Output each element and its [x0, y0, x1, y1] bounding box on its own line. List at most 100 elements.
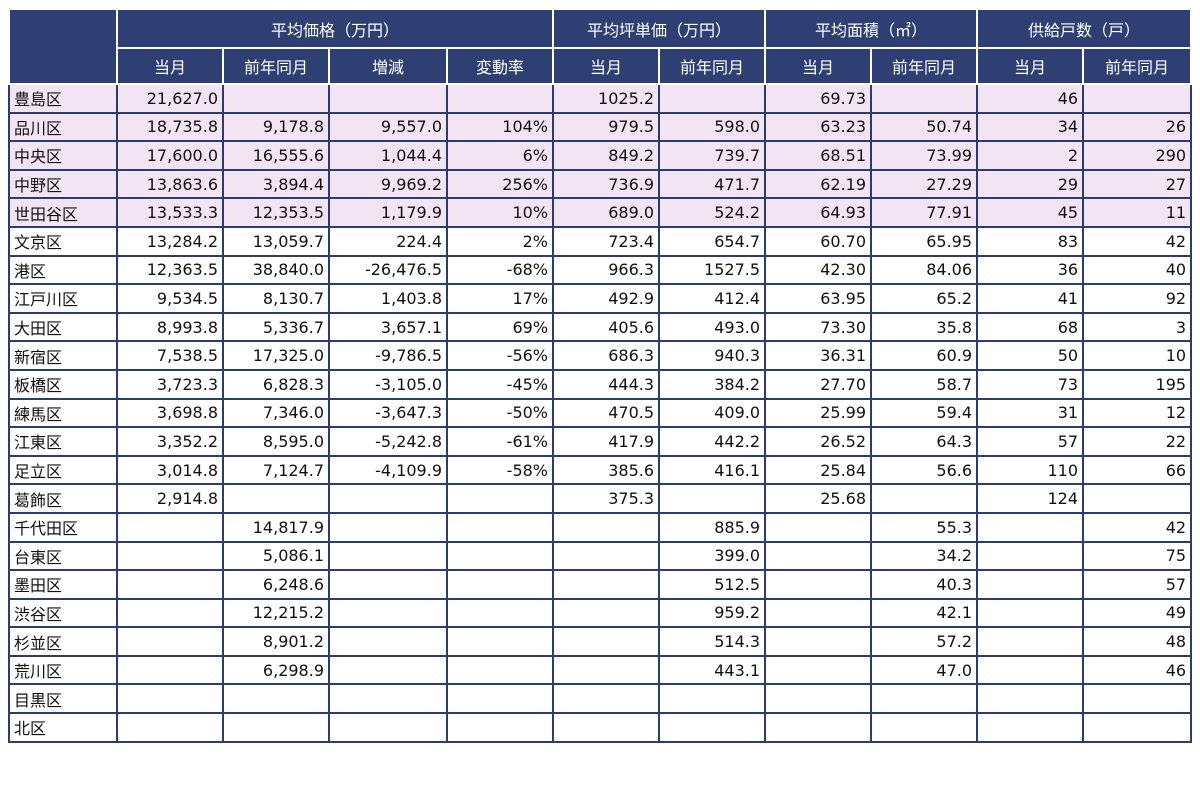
value-cell: 444.3: [552, 368, 661, 400]
table-row: 北区: [8, 712, 1193, 743]
ward-name: 新宿区: [8, 340, 118, 371]
subheader: 当月: [764, 47, 873, 85]
value-cell: 492.9: [552, 283, 661, 314]
table-row: 品川区 18,735.8 9,178.8 9,557.0 104% 979.5 598.0 6…: [8, 111, 1193, 143]
value-cell: 10%: [445, 197, 555, 228]
ward-name: 中野区: [8, 168, 118, 200]
value-cell: 57.2: [870, 626, 979, 657]
value-cell: 654.7: [658, 225, 767, 257]
value-cell: 36: [976, 254, 1085, 286]
value-cell: 27.29: [870, 168, 979, 200]
value-cell: 443.1: [658, 654, 767, 686]
value-cell: 27.70: [764, 368, 873, 400]
table-row: 墨田区 6,248.6 512.5 40.3 57: [8, 569, 1193, 600]
value-cell: 26.52: [764, 426, 873, 457]
value-cell: 13,863.6: [116, 168, 224, 200]
value-cell: 1025.2: [552, 83, 661, 114]
ward-name: 荒川区: [8, 654, 118, 686]
value-cell: -50%: [445, 397, 555, 429]
value-cell: 524.2: [658, 197, 767, 228]
value-cell: [445, 569, 555, 600]
value-cell: 7,346.0: [222, 397, 330, 429]
value-cell: [1082, 83, 1193, 114]
table-row: 練馬区 3,698.8 7,346.0 -3,647.3 -50% 470.5 409.0 2…: [8, 397, 1193, 429]
value-cell: 57: [976, 426, 1085, 457]
value-cell: 27: [1082, 168, 1193, 200]
value-cell: 2%: [445, 225, 555, 257]
value-cell: 104%: [445, 111, 555, 143]
value-cell: 3,657.1: [328, 311, 448, 343]
value-cell: 73: [976, 368, 1085, 400]
value-cell: 514.3: [658, 626, 767, 657]
value-cell: 598.0: [658, 111, 767, 143]
value-cell: 64.3: [870, 426, 979, 457]
value-cell: 739.7: [658, 140, 767, 171]
value-cell: 5,336.7: [222, 311, 330, 343]
table-row: 千代田区 14,817.9 885.9 55.3 42: [8, 511, 1193, 543]
corner-cell: [8, 8, 118, 85]
table-header: 平均価格（万円） 平均坪単価（万円） 平均面積（㎡） 供給戸数（戸） 当月 前年同…: [8, 8, 1193, 85]
value-cell: 35.8: [870, 311, 979, 343]
value-cell: [116, 597, 224, 629]
ward-name: 台東区: [8, 540, 118, 572]
value-cell: 3,014.8: [116, 454, 224, 486]
value-cell: 224.4: [328, 225, 448, 257]
value-cell: [222, 712, 330, 743]
ward-name: 渋谷区: [8, 597, 118, 629]
value-cell: -61%: [445, 426, 555, 457]
value-cell: 7,538.5: [116, 340, 224, 371]
ward-name: 港区: [8, 254, 118, 286]
value-cell: [445, 712, 555, 743]
value-cell: [976, 540, 1085, 572]
value-cell: [764, 511, 873, 543]
value-cell: 58.7: [870, 368, 979, 400]
value-cell: 405.6: [552, 311, 661, 343]
value-cell: [445, 683, 555, 715]
subheader: 増減: [328, 47, 448, 85]
value-cell: 689.0: [552, 197, 661, 228]
ward-name: 板橋区: [8, 368, 118, 400]
value-cell: [328, 540, 448, 572]
value-cell: 12,353.5: [222, 197, 330, 228]
value-cell: 25.99: [764, 397, 873, 429]
value-cell: 41: [976, 283, 1085, 314]
value-cell: [552, 540, 661, 572]
value-cell: -5,242.8: [328, 426, 448, 457]
value-cell: 17,325.0: [222, 340, 330, 371]
subheader-row: 当月 前年同月 増減 変動率 当月 前年同月 当月 前年同月 当月 前年同月: [9, 47, 1193, 85]
value-cell: [552, 654, 661, 686]
value-cell: 966.3: [552, 254, 661, 286]
value-cell: 55.3: [870, 511, 979, 543]
group-header: 平均坪単価（万円）: [552, 8, 767, 49]
value-cell: 8,130.7: [222, 283, 330, 314]
value-cell: [1082, 683, 1193, 715]
value-cell: 3: [1082, 311, 1193, 343]
value-cell: 13,284.2: [116, 225, 224, 257]
value-cell: [116, 540, 224, 572]
value-cell: 6,248.6: [222, 569, 330, 600]
value-cell: [328, 712, 448, 743]
value-cell: 3,698.8: [116, 397, 224, 429]
value-cell: 68: [976, 311, 1085, 343]
value-cell: -58%: [445, 454, 555, 486]
ward-name: 江東区: [8, 426, 118, 457]
value-cell: 2: [976, 140, 1085, 171]
value-cell: [328, 569, 448, 600]
table-body: 豊島区 21,627.0 1025.2 69.73 46 品川区 18,735.8 9,178…: [8, 83, 1193, 743]
value-cell: [445, 540, 555, 572]
value-cell: -56%: [445, 340, 555, 371]
value-cell: [764, 626, 873, 657]
value-cell: [976, 511, 1085, 543]
table-row: 世田谷区 13,533.3 12,353.5 1,179.9 10% 689.0 524.2…: [8, 197, 1193, 228]
value-cell: 92: [1082, 283, 1193, 314]
ward-name: 大田区: [8, 311, 118, 343]
value-cell: [116, 511, 224, 543]
value-cell: 77.91: [870, 197, 979, 228]
value-cell: -68%: [445, 254, 555, 286]
value-cell: [445, 654, 555, 686]
value-cell: 13,059.7: [222, 225, 330, 257]
table-row: 新宿区 7,538.5 17,325.0 -9,786.5 -56% 686.3 940.3…: [8, 340, 1193, 371]
value-cell: 493.0: [658, 311, 767, 343]
value-cell: 385.6: [552, 454, 661, 486]
value-cell: 375.3: [552, 483, 661, 514]
